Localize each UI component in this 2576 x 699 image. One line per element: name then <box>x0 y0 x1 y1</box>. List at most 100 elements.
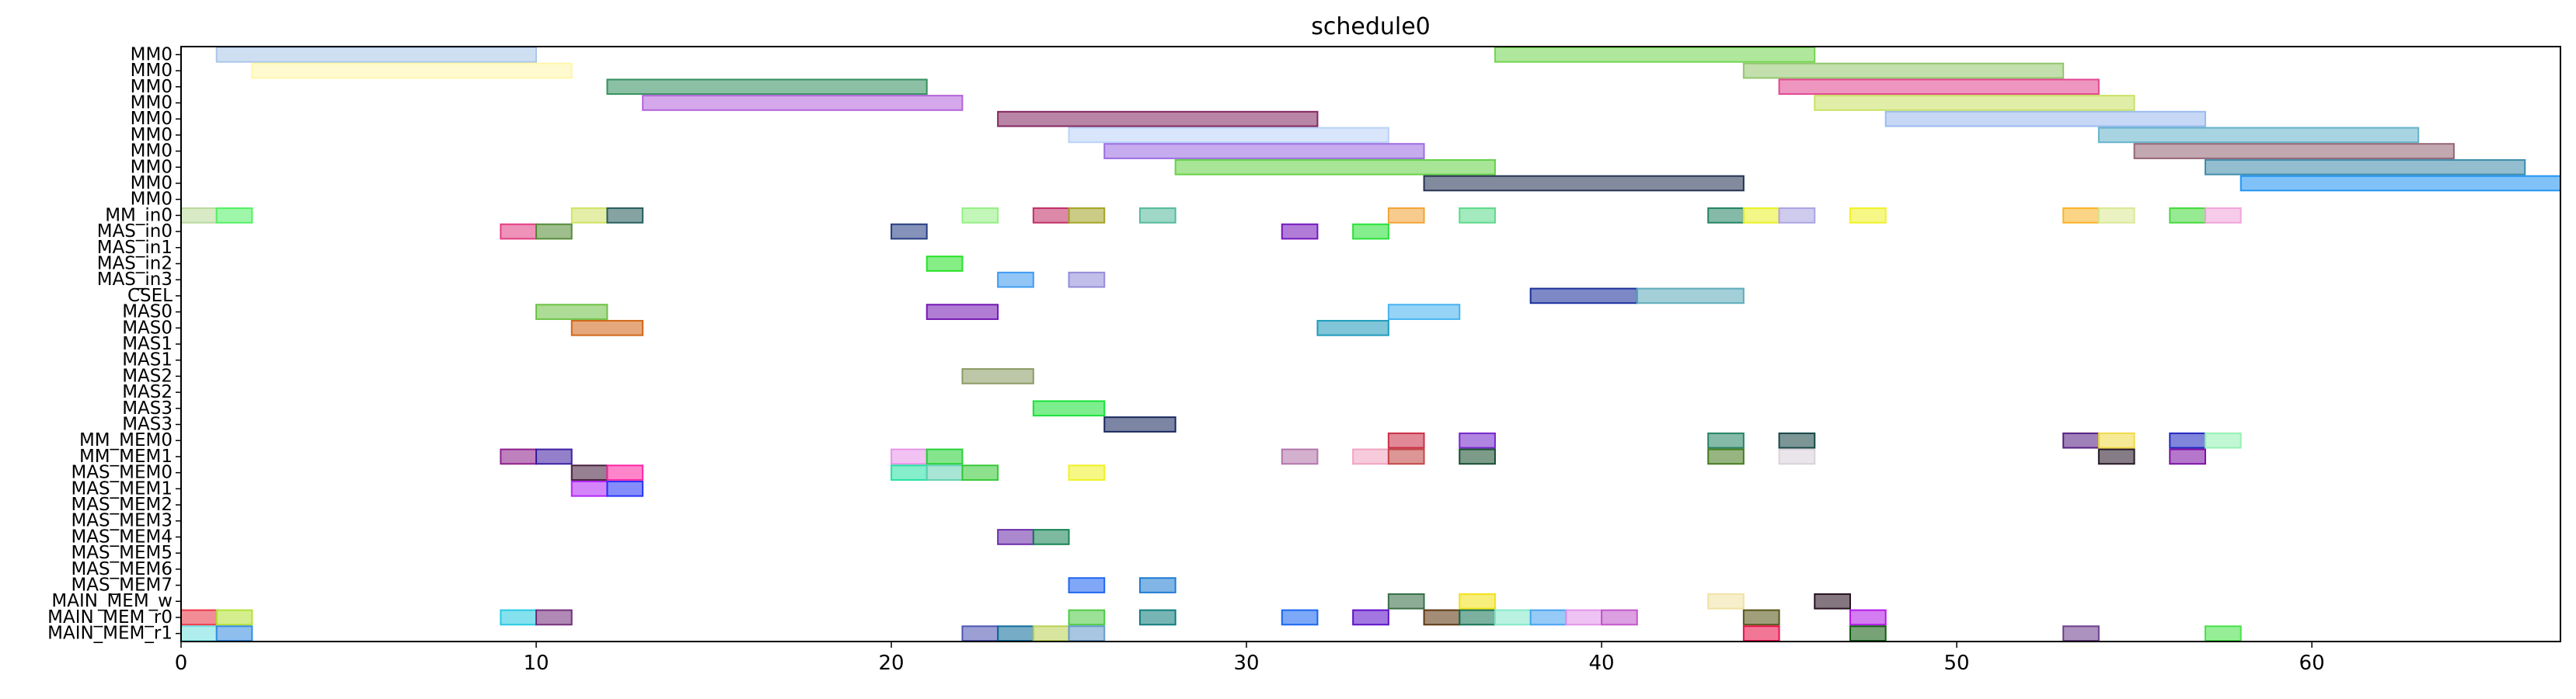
bar-44 <box>1529 287 1638 304</box>
bar-102 <box>1565 609 1603 626</box>
bar-90 <box>180 609 218 626</box>
bar-36 <box>500 223 538 240</box>
y-tick-label: MAS_in2 <box>97 253 173 273</box>
bar-69 <box>1459 448 1496 465</box>
y-tick-label: MM0 <box>131 92 173 113</box>
y-tick-label: MAS2 <box>122 382 173 402</box>
y-tick-label: MM0 <box>131 61 173 81</box>
bar-1 <box>1494 47 1816 63</box>
y-tick-label: MM_MEM0 <box>79 430 173 450</box>
y-tick-label: MM0 <box>131 141 173 162</box>
bar-46 <box>535 304 608 320</box>
bar-43 <box>1068 271 1106 288</box>
bar-30 <box>1778 207 1816 224</box>
bar-82 <box>997 529 1034 545</box>
bar-81 <box>606 480 644 497</box>
bar-11 <box>2097 127 2420 144</box>
y-tick-label: MAS_MEM6 <box>71 559 173 579</box>
y-tick-label: MAS_MEM1 <box>71 478 173 499</box>
bar-93 <box>535 609 573 626</box>
bar-98 <box>1423 609 1461 626</box>
bar-106 <box>180 625 218 642</box>
y-tick-label: MAS_MEM7 <box>71 576 173 596</box>
bar-87 <box>1459 593 1496 610</box>
bar-84 <box>1068 577 1106 593</box>
y-tick-label: MAIN_MEM_w <box>51 591 173 611</box>
bar-56 <box>1707 432 1745 449</box>
bar-70 <box>1707 448 1745 465</box>
bar-66 <box>1281 448 1319 465</box>
bar-78 <box>961 464 999 481</box>
y-tick-label: MM_MEM1 <box>79 447 173 467</box>
bar-103 <box>1601 609 1638 626</box>
y-tick-label: MM0 <box>131 77 173 97</box>
bar-13 <box>2133 143 2455 159</box>
bar-34 <box>2169 207 2206 224</box>
bar-21 <box>606 207 644 224</box>
bar-75 <box>606 464 644 481</box>
bar-73 <box>2169 448 2206 465</box>
bar-37 <box>535 223 573 240</box>
bar-110 <box>1032 625 1070 642</box>
bar-20 <box>570 207 608 224</box>
bar-113 <box>1849 625 1887 642</box>
bar-104 <box>1742 609 1780 626</box>
bar-42 <box>997 271 1034 288</box>
bar-15 <box>2204 158 2526 176</box>
bar-12 <box>1103 143 1425 159</box>
bar-55 <box>1459 432 1496 449</box>
plot-frame <box>180 46 2561 642</box>
bar-3 <box>1742 62 2065 79</box>
y-tick-label: MAS_in1 <box>97 238 173 258</box>
bar-54 <box>1387 432 1425 449</box>
y-tick-label: MM0 <box>131 44 173 64</box>
bar-10 <box>1068 127 1389 144</box>
bar-80 <box>570 480 608 497</box>
bar-95 <box>1138 609 1176 626</box>
y-tick-label: MM_in0 <box>105 205 173 225</box>
bar-65 <box>925 448 964 465</box>
bar-107 <box>215 625 253 642</box>
bar-60 <box>2169 432 2206 449</box>
bar-101 <box>1529 609 1567 626</box>
x-tick-label: 40 <box>1589 652 1615 675</box>
y-tick-label: MAS_MEM5 <box>71 543 173 563</box>
x-tick-label: 60 <box>2299 652 2325 675</box>
bar-72 <box>2097 448 2135 465</box>
bar-64 <box>891 448 928 465</box>
bar-19 <box>215 207 253 224</box>
x-tick-label: 50 <box>1944 652 1970 675</box>
bar-115 <box>2204 625 2242 642</box>
y-tick-label: MAS_MEM2 <box>71 495 173 515</box>
bar-109 <box>997 625 1034 642</box>
bar-76 <box>891 464 928 481</box>
bar-25 <box>1138 207 1176 224</box>
bar-51 <box>961 368 1034 384</box>
y-tick-label: MAS_MEM3 <box>71 511 173 531</box>
bar-97 <box>1352 609 1389 626</box>
bar-52 <box>1032 400 1106 417</box>
bar-74 <box>570 464 608 481</box>
bar-14 <box>1174 158 1496 176</box>
bar-58 <box>2062 432 2100 449</box>
y-tick-label: MM0 <box>131 125 173 145</box>
bars-layer <box>180 47 2561 642</box>
bar-112 <box>1742 625 1780 642</box>
y-axis: MM0MM0MM0MM0MM0MM0MM0MM0MM0MM0MM_in0MAS_… <box>47 44 181 644</box>
bar-40 <box>1352 223 1389 240</box>
bar-57 <box>1778 432 1816 449</box>
y-tick-label: MAS_MEM4 <box>71 527 173 547</box>
bar-35 <box>2204 207 2242 224</box>
y-tick-label: CSEL <box>127 286 173 306</box>
bar-62 <box>500 448 538 465</box>
bar-23 <box>1032 207 1070 224</box>
bar-89 <box>1814 593 1851 610</box>
bar-50 <box>1316 319 1389 336</box>
y-tick-label: MAS1 <box>122 350 173 370</box>
bar-63 <box>535 448 573 465</box>
bar-27 <box>1459 207 1496 224</box>
bar-48 <box>1387 304 1461 320</box>
bar-4 <box>606 78 928 96</box>
y-tick-label: MAIN_MEM_r1 <box>47 624 173 644</box>
bar-17 <box>2240 175 2561 192</box>
